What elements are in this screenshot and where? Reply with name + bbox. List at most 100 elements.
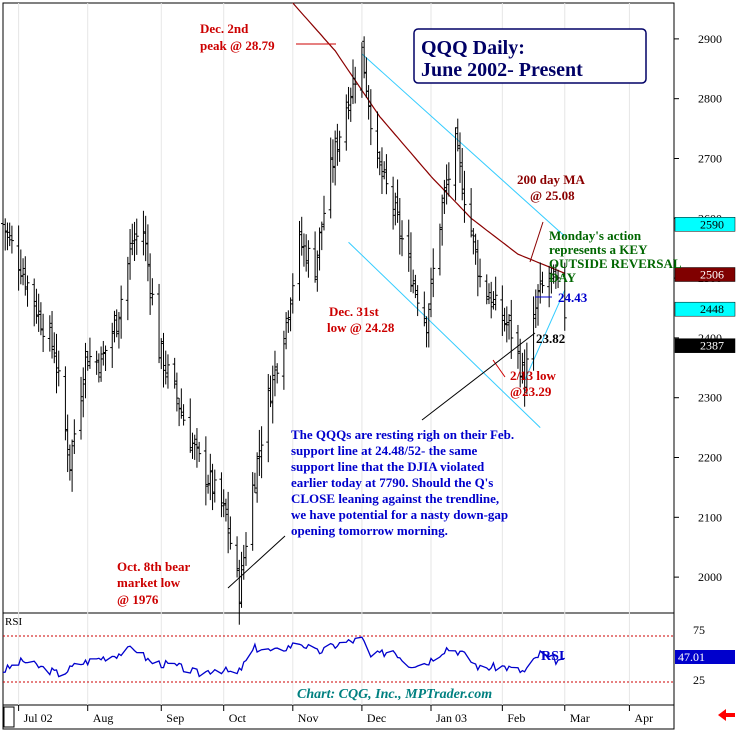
ohlc-bar <box>284 312 289 350</box>
grid-lines <box>18 3 630 705</box>
ohlc-bar <box>547 265 552 308</box>
ohlc-bar <box>549 267 554 294</box>
ohlc-bar <box>322 195 327 231</box>
ohlc-bar <box>38 302 43 336</box>
price-tag <box>674 338 736 353</box>
rsi-level-25: 25 <box>693 673 705 687</box>
ohlc-bar <box>446 162 451 197</box>
ohlc-bar <box>266 374 271 463</box>
ohlc-bar <box>319 221 324 251</box>
ohlc-bar <box>181 404 186 426</box>
ohlc-bar <box>18 249 23 285</box>
ohlc-bar <box>159 338 164 370</box>
ohlc-bar <box>194 428 199 468</box>
ohlc-bar <box>197 441 202 462</box>
ohlc-bar <box>469 188 474 238</box>
ohlc-bar <box>306 240 311 278</box>
ohlc-bar <box>350 59 355 105</box>
x-axis-strip <box>2 704 675 730</box>
ohlc-bar <box>174 372 179 412</box>
ohlc-bar <box>395 179 400 223</box>
ohlc-bar <box>36 293 41 332</box>
ohlc-bar <box>130 223 135 256</box>
ohlc-bar <box>337 130 342 162</box>
ohlc-bar <box>223 498 228 522</box>
annotation-monday-line2: represents a KEY <box>549 242 648 257</box>
ohlc-bar <box>406 219 411 272</box>
ohlc-bar <box>393 192 398 226</box>
annotation-monday-action: Monday's action represents a KEY OUTSIDE… <box>549 228 684 285</box>
annotation-feb13-line2: @23.29 <box>510 384 552 399</box>
ohlc-bar <box>509 299 514 359</box>
channel-lines <box>348 53 566 428</box>
ohlc-bar <box>391 176 396 230</box>
channel-upper-line <box>361 53 566 237</box>
x-tick-label: Mar <box>570 711 590 725</box>
ohlc-bar <box>422 291 427 327</box>
price-tag-label: 2387 <box>700 339 724 353</box>
ohlc-bar <box>344 94 349 151</box>
ohlc-bar <box>313 231 318 283</box>
annotation-support-2443: 24.43 <box>558 290 588 305</box>
ohlc-bar <box>415 285 420 317</box>
x-tick-label: Aug <box>93 711 114 725</box>
ohlc-bar <box>257 429 262 476</box>
ohlc-bar <box>486 283 491 305</box>
annotation-dec31-line2: low @ 24.28 <box>327 320 395 335</box>
ohlc-bar <box>237 559 242 625</box>
ohlc-bar <box>179 388 184 419</box>
ohlc-bar <box>145 224 150 282</box>
ohlc-bar <box>177 397 182 427</box>
commentary-text: The QQQs are resting righ on their Feb. … <box>291 427 517 538</box>
ohlc-bar <box>507 314 512 340</box>
ohlc-bar <box>112 310 117 343</box>
annotation-feb13-low: 2/13 low @23.29 <box>510 368 559 399</box>
ohlc-bar <box>87 337 92 369</box>
y-tick-label: 2000 <box>698 570 722 584</box>
y-tick-label: 2300 <box>698 391 722 405</box>
price-tag <box>674 301 736 317</box>
rsi-line <box>2 636 565 678</box>
ohlc-bar <box>161 332 166 388</box>
ohlc-bar <box>52 332 57 364</box>
ohlc-bar <box>219 472 224 518</box>
ohlc-bar <box>460 148 465 201</box>
ohlc-bar <box>413 274 418 299</box>
title-box <box>413 28 647 84</box>
ohlc-bar <box>32 278 37 327</box>
ohlc-bar <box>235 536 240 578</box>
ohlc-bar <box>400 220 405 257</box>
moving-average <box>292 2 566 274</box>
annotation-oct8-line1: Oct. 8th bear <box>117 559 191 574</box>
ohlc-bar <box>524 342 529 395</box>
scroll-handle[interactable] <box>3 706 15 728</box>
ohlc-bar <box>188 398 193 453</box>
ohlc-bar <box>16 225 21 291</box>
ohlc-bar <box>562 262 567 331</box>
ohlc-bar <box>408 232 413 293</box>
ohlc-bar <box>63 366 68 441</box>
ohlc-bar <box>288 297 293 332</box>
ohlc-bar <box>34 288 39 324</box>
ohlc-bar <box>85 350 90 371</box>
ohlc-bar <box>411 269 416 294</box>
ohlc-bar <box>473 233 478 265</box>
x-tick-label: Apr <box>634 711 653 725</box>
annotation-oct8-low: Oct. 8th bear market low @ 1976 <box>117 559 193 607</box>
price-panel <box>2 2 675 614</box>
annotation-monday-line3: OUTSIDE REVERSAL <box>549 256 682 271</box>
leader-oct8 <box>227 535 286 589</box>
ohlc-bar <box>426 303 431 348</box>
ohlc-bar <box>431 248 436 298</box>
scroll-left-arrow-icon[interactable] <box>718 709 735 721</box>
ohlc-bar <box>353 66 358 104</box>
ohlc-bar <box>489 281 494 319</box>
commentary-line3: support line that the DJIA violated <box>291 459 485 474</box>
ohlc-bar <box>110 322 115 368</box>
price-tag-label: 2590 <box>700 217 724 231</box>
commentary-line4: earlier today at 7790. Should the Q's <box>291 475 493 490</box>
ohlc-bar <box>297 220 302 301</box>
annotation-ma200: 200 day MA @ 25.08 <box>517 172 587 203</box>
ohlc-bar <box>203 436 208 506</box>
